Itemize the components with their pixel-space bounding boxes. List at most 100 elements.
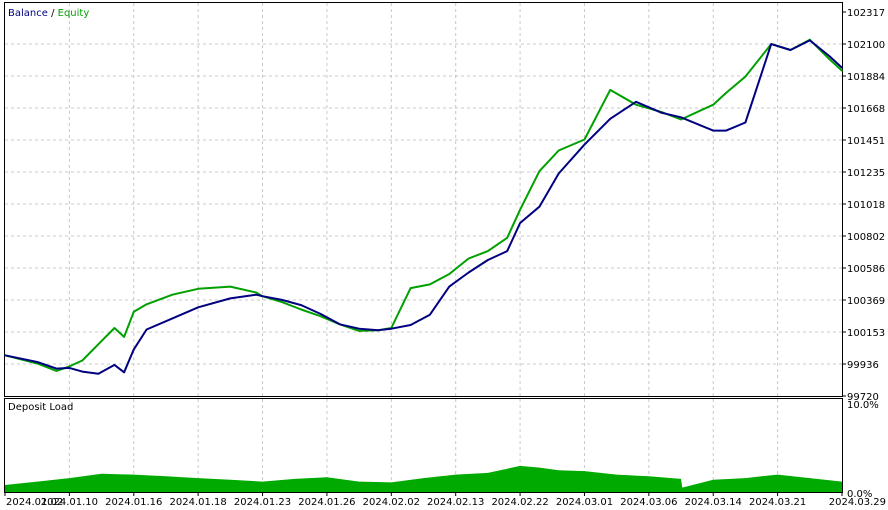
x-tick-label: 2024.01.10	[41, 497, 98, 508]
balance-point	[609, 118, 611, 120]
balance-point	[712, 129, 714, 132]
balance-point	[809, 39, 811, 42]
equity-point	[635, 103, 637, 106]
balance-point	[358, 327, 360, 330]
equity-point	[583, 138, 586, 141]
balance-point	[680, 116, 682, 119]
legend-separator: /	[48, 8, 58, 19]
equity-point	[171, 293, 174, 296]
equity-point	[409, 287, 412, 289]
equity-point	[429, 283, 431, 286]
x-tick-label: 2024.01.16	[105, 497, 162, 508]
equity-line	[4, 38, 843, 372]
balance-point	[197, 306, 199, 309]
equity-point	[538, 170, 541, 172]
balance-equity-panel	[4, 2, 843, 397]
balance-point	[635, 101, 637, 103]
balance-point	[538, 205, 541, 208]
balance-point	[4, 354, 6, 357]
balance-point	[281, 299, 283, 301]
equity-point	[255, 291, 257, 294]
x-tick-label: 2024.01.26	[298, 497, 355, 508]
balance-point	[789, 49, 792, 51]
balance-point	[55, 367, 58, 370]
y-tick-label: 101884	[847, 72, 885, 83]
balance-point	[255, 293, 257, 296]
legend-balance: Balance	[8, 8, 48, 19]
x-tick-label: 2024.03.01	[556, 497, 613, 508]
balance-point	[319, 313, 322, 315]
equity-point	[81, 359, 84, 362]
deposit-load-area	[5, 465, 842, 492]
balance-point	[97, 373, 100, 375]
deposit-load-fill	[5, 465, 842, 492]
equity-point	[123, 336, 125, 338]
equity-point	[557, 149, 560, 152]
balance-point	[448, 285, 451, 288]
equity-point	[841, 69, 843, 72]
equity-point	[506, 237, 509, 239]
balance-point	[339, 323, 341, 326]
balance-point	[506, 250, 509, 252]
balance-point	[113, 364, 116, 366]
balance-point	[145, 328, 148, 331]
equity-point	[448, 273, 451, 275]
balance-point	[519, 222, 521, 224]
balance-point	[68, 367, 71, 369]
y-tick-label: 102317	[847, 8, 885, 19]
balance-point	[390, 327, 393, 330]
balance-point	[770, 43, 772, 45]
balance-point	[557, 172, 560, 175]
balance-point	[660, 112, 663, 114]
legend-equity: Equity	[58, 8, 90, 19]
y-tick-label: 101668	[847, 104, 885, 115]
balance-point	[123, 371, 125, 374]
balance-point	[467, 271, 470, 274]
x-tick-label: 2024.02.22	[491, 497, 548, 508]
equity-point	[97, 343, 100, 346]
x-tick-label: 2024.02.13	[427, 497, 484, 508]
equity-point	[744, 75, 747, 78]
balance-point	[300, 304, 303, 306]
x-tick-label: 2024.03.14	[685, 497, 742, 508]
y-tick-label: 100153	[847, 328, 885, 339]
x-tick-label: 2024.03.21	[749, 497, 806, 508]
equity-point	[609, 89, 611, 91]
y-tick-label: 99936	[847, 360, 879, 371]
balance-point	[744, 121, 747, 124]
balance-point	[36, 361, 38, 363]
chart-legend: Balance / Equity	[8, 8, 89, 19]
y-tick-label: 101018	[847, 200, 885, 211]
equity-point	[133, 310, 135, 313]
equity-point	[197, 288, 199, 290]
balance-point	[409, 324, 412, 326]
equity-point	[281, 301, 283, 303]
x-tick-label: 2024.01.23	[234, 497, 291, 508]
equity-point	[680, 118, 682, 121]
equity-point	[145, 303, 148, 306]
equity-point	[113, 327, 116, 329]
equity-point	[229, 285, 232, 288]
balance-point	[487, 259, 489, 261]
y-tick-label: 101235	[847, 168, 885, 179]
y-tick-label: 99720	[847, 392, 879, 403]
balance-point	[725, 129, 727, 132]
deposit-load-scale-top: 10.0%	[847, 400, 879, 411]
balance-point	[828, 55, 830, 57]
x-tick-label: 2024.03.29	[829, 497, 886, 508]
deposit-load-title: Deposit Load	[8, 402, 73, 413]
series-lines	[4, 38, 843, 375]
x-tick-label: 2024.02.02	[363, 497, 420, 508]
balance-point	[377, 329, 380, 332]
y-tick-label: 100369	[847, 296, 885, 307]
equity-point	[725, 92, 727, 94]
grid-lines	[5, 3, 842, 492]
balance-point	[171, 317, 174, 320]
balance-point	[229, 297, 232, 300]
deposit-load-scale-bottom: 0.0%	[847, 489, 872, 500]
x-tick-label: 2024.01.18	[170, 497, 227, 508]
equity-point	[712, 103, 714, 106]
equity-point	[828, 58, 830, 60]
